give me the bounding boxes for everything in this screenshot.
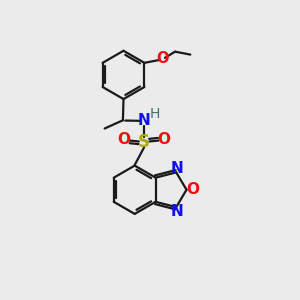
Text: O: O	[118, 133, 130, 148]
Text: O: O	[156, 51, 168, 66]
Text: O: O	[186, 182, 199, 197]
Text: N: N	[170, 161, 183, 176]
Text: O: O	[158, 133, 171, 148]
Text: H: H	[150, 107, 160, 122]
Text: S: S	[138, 133, 150, 151]
Text: N: N	[170, 204, 183, 219]
Text: N: N	[138, 113, 151, 128]
